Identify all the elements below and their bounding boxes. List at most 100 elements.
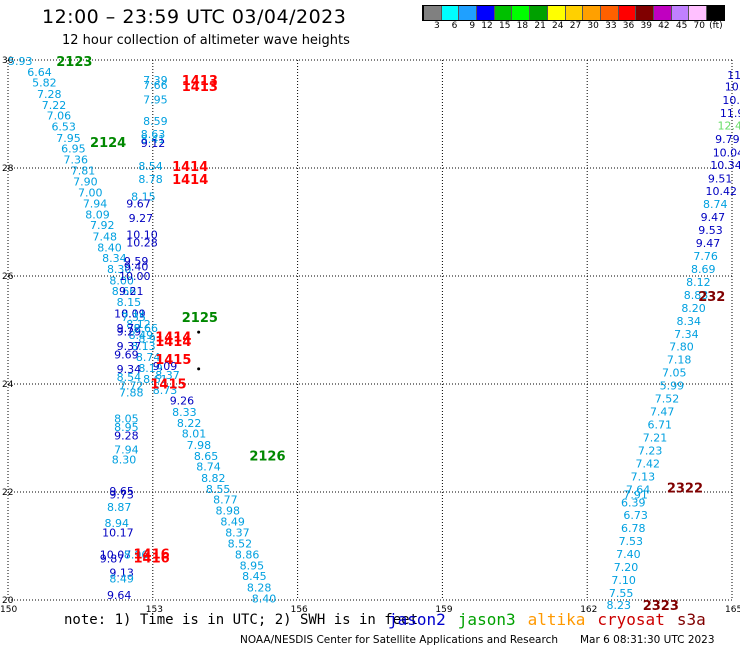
colorbar-label: 70 [693, 21, 705, 31]
wave-height-point: 9.28 [114, 429, 139, 442]
wave-height-point: 8.40 [252, 592, 277, 605]
pass-number-label: 1413 [182, 74, 218, 89]
wave-height-point: 7.98 [187, 439, 212, 452]
wave-height-point: 7.90 [73, 176, 98, 189]
wave-height-point: 7.52 [655, 393, 680, 406]
pass-number-label: 1416 [133, 548, 169, 563]
wave-height-point: 8.82 [201, 472, 226, 485]
pass-number-label: 2323 [643, 599, 679, 614]
x-tick-label: 162 [580, 605, 597, 615]
colorbar-swatch [458, 6, 477, 20]
wave-height-point: 6.64 [27, 66, 52, 79]
x-tick-label: 156 [291, 605, 308, 615]
wave-height-point: 7.80 [669, 341, 694, 354]
wave-height-point: 7.81 [71, 165, 96, 178]
wave-height-point: 8.23 [607, 599, 632, 612]
wave-height-point: 9.59 [124, 255, 149, 268]
wave-height-point: 9.47 [701, 211, 726, 224]
wave-height-point: 8.54 [138, 160, 163, 173]
wave-height-point: 8.59 [143, 115, 168, 128]
colorbar-swatch [423, 6, 441, 20]
x-tick-label: 153 [146, 605, 163, 615]
wave-height-point: 7.22 [42, 99, 67, 112]
chart-axis-ticks: 150 153 156 159 162 165 20 22 24 26 28 30 [0, 56, 740, 615]
wave-height-point: 7.06 [47, 110, 72, 123]
colorbar-label: 21 [534, 21, 546, 31]
colorbar-label: 12 [481, 21, 493, 31]
sat-altika: altika [527, 610, 586, 629]
colorbar-label: 45 [675, 21, 688, 31]
colorbar-label: 27 [569, 21, 582, 31]
colorbar-label: 33 [605, 21, 617, 31]
wave-height-point: 9.53 [698, 224, 723, 237]
wave-height-point: 8.37 [155, 369, 180, 382]
colorbar-swatch [564, 6, 583, 20]
colorbar-label: 24 [552, 21, 564, 31]
wave-height-point: 9.37 [117, 340, 142, 353]
wave-height-point: 9.27 [129, 212, 154, 225]
wave-height-point: 9.26 [170, 395, 195, 408]
wave-height-point: 8.55 [206, 483, 231, 496]
pass-number-label: 2125 [182, 311, 218, 326]
y-tick-label: 20 [2, 596, 14, 606]
wave-height-point: 7.94 [114, 443, 139, 456]
wave-height-point: 7.23 [638, 444, 663, 457]
wave-height-point: 8.34 [102, 252, 127, 265]
wave-height-point: 10.04 [713, 146, 740, 159]
colorbar-swatch [511, 6, 530, 20]
wave-height-point: 9.21 [119, 285, 144, 298]
wave-height-point: 7.53 [619, 535, 644, 548]
wave-height-point: 7.18 [667, 354, 692, 367]
colorbar-swatch [670, 6, 689, 20]
wave-height-point: 10.42 [705, 185, 737, 198]
wave-height-point: 8.69 [691, 263, 716, 276]
sat-s3a: s3a [676, 610, 706, 629]
wave-height-point: 5.93 [8, 55, 33, 68]
wave-height-point: 8.45 [242, 570, 266, 583]
wave-height-point: 8.30 [112, 454, 137, 467]
wave-height-point: 8.05 [114, 413, 139, 426]
pass-number-label: 2322 [667, 482, 703, 497]
pass-number-label: 1415 [150, 377, 186, 392]
colorbar-swatch [706, 6, 724, 20]
colorbar-swatch [440, 6, 459, 20]
y-tick-label: 28 [2, 164, 14, 174]
sat-jason3: jason3 [457, 610, 516, 629]
wave-height-point: 11.99 [720, 107, 740, 120]
pass-number-label: 1414 [172, 173, 208, 188]
wave-height-point: 9.65 [109, 485, 134, 498]
wave-height-point: 9.12 [141, 137, 166, 150]
wave-height-point: 7.95 [143, 93, 168, 106]
wave-height-point: 12.48 [718, 119, 740, 132]
wave-height-point: 9.13 [109, 566, 134, 579]
wave-height-point: 8.66 [112, 285, 137, 298]
wave-height-point: 8.63 [141, 128, 166, 141]
wave-height-point: 9.73 [109, 489, 134, 502]
wave-height-point: 8.86 [235, 549, 260, 562]
y-tick-label: 22 [2, 488, 13, 498]
x-tick-label: 165 [725, 605, 740, 615]
colorbar-label: 18 [516, 21, 529, 31]
colorbar-label: 9 [469, 21, 476, 31]
chart-pass-labels: 2123212421252126141314131414141414141414… [56, 55, 725, 614]
sat-jason2: jason2 [388, 610, 446, 629]
wave-height-point: 7.95 [56, 132, 80, 145]
colorbar-swatch [688, 6, 706, 20]
wave-height-point: 7.13 [631, 470, 656, 483]
wave-height-point: 8.20 [681, 302, 706, 315]
colorbar-swatch [652, 6, 671, 20]
wave-height-point: 8.41 [141, 133, 166, 146]
chart-subtitle: 12 hour collection of altimeter wave hei… [62, 33, 350, 48]
wave-height-point: 7.66 [143, 79, 168, 92]
colorbar-swatch [529, 6, 547, 20]
wave-height-point: 10.3 [722, 94, 740, 107]
colorbar-swatch [582, 6, 600, 20]
colorbar-label: 30 [587, 21, 599, 31]
pass-number-label: 1413 [182, 80, 218, 95]
wave-height-point: 8.52 [228, 537, 253, 550]
wave-height-point: 8.95 [114, 421, 139, 434]
wave-height-point: 6.73 [623, 509, 648, 522]
position-marker [197, 330, 201, 334]
pass-number-label: 1414 [155, 330, 191, 345]
wave-height-point: 8.13 [131, 340, 156, 353]
